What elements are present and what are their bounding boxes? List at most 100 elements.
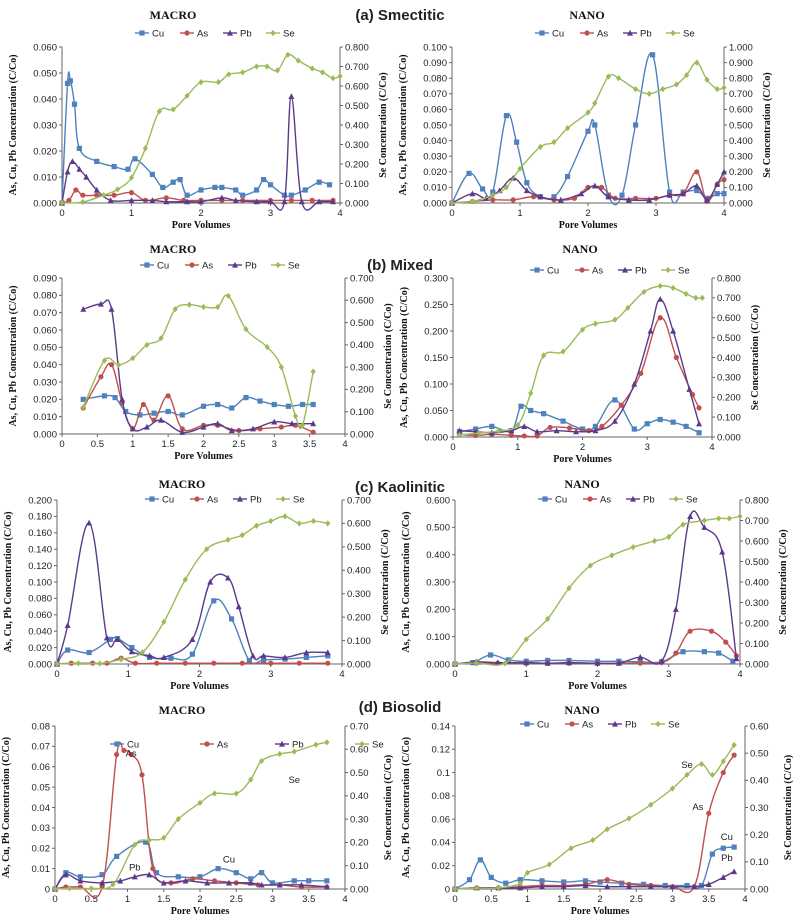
data-point-se: [274, 67, 281, 74]
legend-marker-cu: [534, 267, 540, 273]
x-tick-label: 3: [268, 208, 273, 219]
data-point-cu: [123, 408, 129, 415]
data-point-se: [118, 656, 124, 663]
data-point-se: [320, 69, 326, 76]
y2-axis-label: Se Concentration (C/Co): [380, 529, 391, 635]
legend-label-se: Se: [288, 260, 300, 271]
data-point-pb: [128, 197, 135, 203]
annotation-label: Se: [681, 760, 693, 771]
data-point-as: [706, 810, 712, 816]
legend-label-pb: Pb: [640, 28, 652, 39]
annotation-label: As: [126, 749, 137, 760]
data-point-se: [699, 294, 705, 301]
series-se: [456, 282, 705, 439]
data-point-se: [116, 361, 122, 369]
data-point-se: [660, 86, 666, 93]
series-cu: [59, 71, 333, 206]
y-tick-label: 0.070: [423, 89, 447, 100]
data-point-se: [473, 659, 479, 667]
legend-label-pb: Pb: [635, 265, 647, 276]
panel-title: MACRO: [150, 8, 197, 22]
legend-marker-pb: [227, 29, 233, 36]
x-tick-label: 3: [270, 894, 275, 905]
y2-tick-label: 0.10: [350, 861, 369, 872]
data-point-cu: [281, 192, 287, 198]
data-point-cu: [129, 645, 135, 651]
x-tick-label: 2: [585, 208, 590, 219]
legend-marker-pb: [622, 266, 628, 273]
x-tick-label: 4: [342, 894, 347, 905]
data-point-cu: [299, 401, 306, 408]
data-point-se: [132, 841, 138, 848]
y-tick-label: 0.080: [33, 291, 57, 302]
y2-tick-label: 0.600: [717, 313, 741, 324]
y-tick-label: 0.060: [28, 610, 52, 621]
data-point-pb: [64, 168, 71, 175]
y-tick-label: 0.000: [426, 659, 450, 670]
legend-marker-cu: [539, 30, 545, 36]
y-tick-label: 0.050: [33, 68, 57, 79]
y-axis-label: As, Cu, Pb Concentration (C/Co): [3, 511, 14, 652]
chart-a-macro: MACRO 0.000 0.010 0.020 0.030 0.040 0.050 0.060…: [8, 8, 389, 231]
y-tick-label: 0.500: [426, 523, 450, 534]
data-point-se: [80, 404, 86, 411]
data-point-pb: [103, 634, 110, 641]
y-tick-label: 0.010: [33, 172, 57, 183]
legend-marker-se: [275, 261, 281, 269]
series-se: [449, 59, 727, 207]
legend-label-cu: Cu: [537, 719, 549, 730]
data-point-as: [687, 628, 693, 634]
data-point-se: [714, 86, 720, 93]
legend-label-cu: Cu: [552, 28, 564, 39]
data-point-cu: [170, 179, 176, 185]
data-point-se: [701, 517, 707, 524]
data-point-se: [502, 660, 508, 667]
legend-marker-se: [655, 720, 661, 728]
data-point-se: [490, 192, 496, 199]
y2-axis-label: Se Concentration (C/Co): [750, 305, 761, 411]
data-point-as: [696, 405, 702, 411]
series-line-se: [61, 53, 341, 204]
data-point-cu: [71, 101, 78, 107]
data-point-cu: [254, 187, 260, 193]
data-point-cu: [612, 397, 618, 403]
data-point-se: [248, 776, 254, 783]
annotation-label: As: [692, 802, 703, 813]
data-point-as: [490, 197, 496, 203]
data-point-cu: [260, 177, 267, 183]
data-point-se: [80, 198, 86, 206]
data-point-pb: [93, 186, 100, 193]
data-point-cu: [684, 882, 690, 889]
x-tick-label: 4: [742, 894, 747, 905]
series-pb: [59, 93, 337, 211]
data-point-pb: [163, 198, 170, 205]
data-point-se: [66, 885, 73, 892]
series-se: [452, 741, 737, 893]
data-point-se: [673, 81, 679, 88]
data-point-cu: [168, 655, 174, 661]
data-point-se: [324, 739, 330, 746]
data-point-cu: [592, 423, 599, 429]
data-point-cu: [215, 401, 221, 408]
x-tick-label: 2: [197, 669, 202, 680]
series-se: [52, 739, 330, 893]
data-point-se: [616, 75, 622, 82]
data-point-pb: [198, 198, 204, 205]
x-tick-label: 4: [339, 669, 344, 680]
data-point-cu: [189, 651, 195, 657]
y2-tick-label: 0.400: [345, 120, 369, 131]
data-point-se: [651, 537, 658, 545]
y-tick-label: 0.040: [33, 360, 57, 371]
data-point-cu: [657, 416, 663, 423]
data-point-cu: [310, 401, 316, 408]
y2-tick-label: 0.200: [345, 159, 369, 170]
data-point-pb: [323, 883, 330, 890]
x-tick-label: 3: [268, 669, 273, 680]
x-tick-label: 3: [272, 439, 277, 450]
data-point-as: [111, 192, 117, 198]
data-point-cu: [285, 403, 291, 409]
legend-label-se: Se: [668, 719, 680, 730]
data-point-pb: [666, 192, 673, 198]
data-point-as: [566, 425, 573, 431]
x-tick-label: 1: [130, 439, 135, 450]
